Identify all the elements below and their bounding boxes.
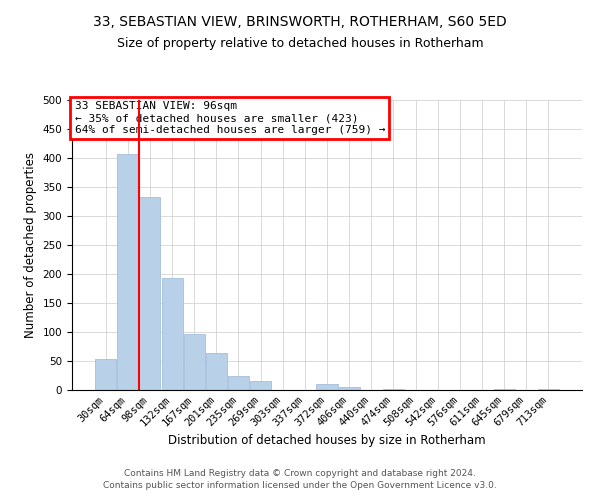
- Bar: [184, 334, 205, 390]
- Bar: [118, 154, 139, 390]
- Bar: [538, 389, 559, 390]
- Bar: [95, 360, 116, 390]
- Bar: [494, 389, 515, 390]
- Bar: [228, 376, 249, 390]
- Bar: [383, 389, 404, 390]
- Bar: [250, 382, 271, 390]
- Bar: [206, 354, 227, 390]
- Text: Size of property relative to detached houses in Rotherham: Size of property relative to detached ho…: [116, 38, 484, 51]
- Bar: [338, 387, 359, 390]
- Y-axis label: Number of detached properties: Number of detached properties: [24, 152, 37, 338]
- X-axis label: Distribution of detached houses by size in Rotherham: Distribution of detached houses by size …: [168, 434, 486, 447]
- Bar: [161, 278, 182, 390]
- Text: 33 SEBASTIAN VIEW: 96sqm
← 35% of detached houses are smaller (423)
64% of semi-: 33 SEBASTIAN VIEW: 96sqm ← 35% of detach…: [74, 102, 385, 134]
- Bar: [316, 384, 338, 390]
- Bar: [139, 198, 160, 390]
- Text: Contains HM Land Registry data © Crown copyright and database right 2024.
Contai: Contains HM Land Registry data © Crown c…: [103, 468, 497, 490]
- Text: 33, SEBASTIAN VIEW, BRINSWORTH, ROTHERHAM, S60 5ED: 33, SEBASTIAN VIEW, BRINSWORTH, ROTHERHA…: [93, 15, 507, 29]
